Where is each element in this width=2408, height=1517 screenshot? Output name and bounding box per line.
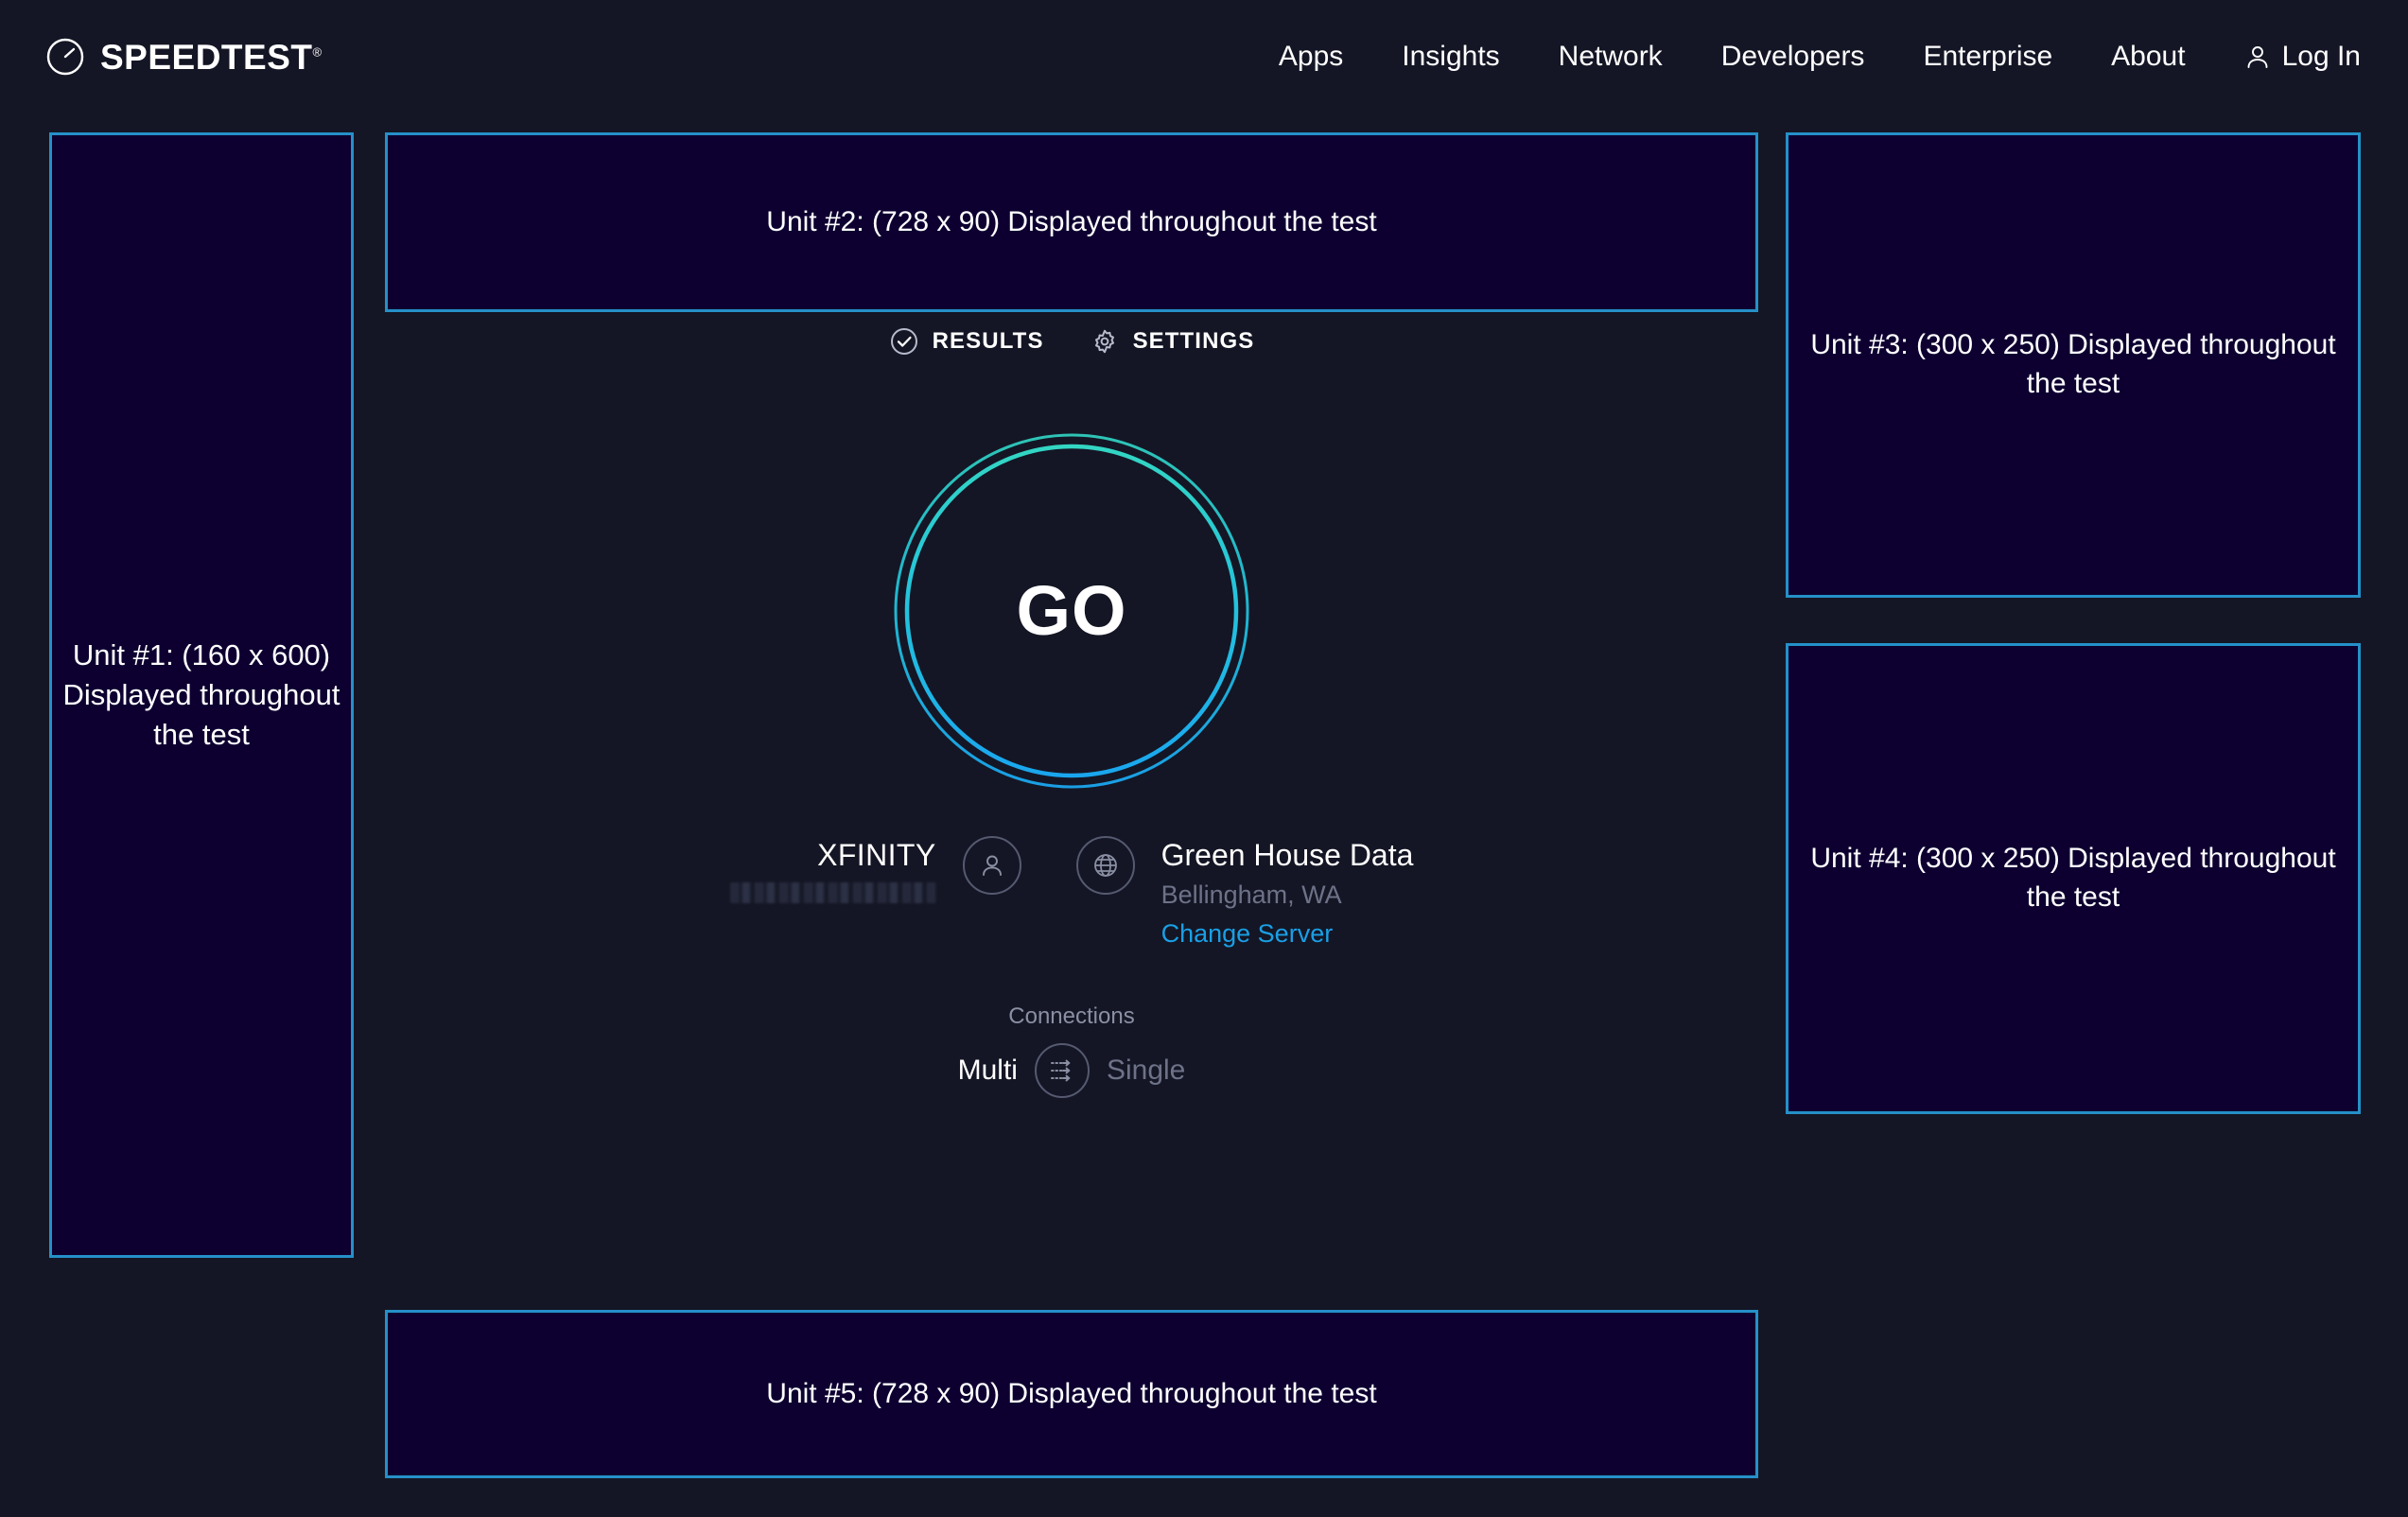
ad-unit-2[interactable]: Unit #2: (728 x 90) Displayed throughout… (385, 132, 1758, 312)
brand-word-text: SPEEDTEST (100, 37, 313, 77)
ip-address-redacted (729, 881, 936, 903)
connection-info: XFINITY (729, 836, 1414, 949)
nav-item-developers[interactable]: Developers (1720, 41, 1865, 72)
settings-button[interactable]: SETTINGS (1090, 326, 1255, 357)
test-panel: RESULTS SETTINGS (385, 326, 1758, 1098)
connections-option-multi[interactable]: Multi (957, 1054, 1018, 1086)
results-button[interactable]: RESULTS (889, 326, 1044, 357)
nav-item-insights[interactable]: Insights (1402, 41, 1500, 72)
site-header: SPEEDTEST® Apps Insights Network Develop… (0, 0, 2408, 113)
go-button[interactable]: GO (892, 431, 1251, 791)
globe-circle-icon (1075, 836, 1135, 895)
check-circle-icon (889, 326, 919, 357)
brand-logo[interactable]: SPEEDTEST® (45, 37, 322, 77)
go-button-rings (894, 433, 1249, 789)
main-navigation: Apps Insights Network Developers Enterpr… (1249, 40, 2361, 74)
server-location: Bellingham, WA (1160, 880, 1342, 909)
results-label: RESULTS (932, 328, 1044, 354)
server-info[interactable]: Green House Data Bellingham, WA Change S… (1075, 836, 1414, 949)
user-circle-icon (962, 836, 1021, 895)
toolbar: RESULTS SETTINGS (889, 326, 1255, 357)
server-text: Green House Data Bellingham, WA Change S… (1135, 836, 1414, 949)
isp-info[interactable]: XFINITY (729, 836, 1076, 903)
brand-name: SPEEDTEST® (100, 40, 322, 75)
user-icon (2244, 44, 2271, 70)
ad-unit-5[interactable]: Unit #5: (728 x 90) Displayed throughout… (385, 1310, 1758, 1478)
connections-label: Connections (1008, 1003, 1135, 1029)
ad-unit-3[interactable]: Unit #3: (300 x 250) Displayed throughou… (1786, 132, 2361, 598)
login-label: Log In (2281, 41, 2361, 72)
server-name: Green House Data (1160, 838, 1414, 872)
nav-item-apps[interactable]: Apps (1278, 41, 1344, 72)
brand-trademark: ® (312, 44, 323, 60)
go-label: GO (1016, 571, 1127, 650)
ad-unit-1[interactable]: Unit #1: (160 x 600) Displayed throughou… (49, 132, 354, 1258)
connections-section: Connections Multi (957, 1003, 1186, 1098)
gear-icon (1090, 326, 1120, 357)
speedometer-icon (45, 37, 85, 77)
connections-toggle: Multi (957, 1042, 1186, 1098)
connections-option-single[interactable]: Single (1106, 1054, 1186, 1086)
nav-item-network[interactable]: Network (1558, 41, 1663, 72)
nav-item-enterprise[interactable]: Enterprise (1923, 41, 2053, 72)
ad-unit-4[interactable]: Unit #4: (300 x 250) Displayed throughou… (1786, 643, 2361, 1114)
multi-arrows-icon (1050, 1059, 1071, 1082)
settings-label: SETTINGS (1132, 328, 1255, 354)
login-button[interactable]: Log In (2215, 40, 2361, 74)
connections-toggle-knob[interactable] (1034, 1042, 1090, 1098)
change-server-link[interactable]: Change Server (1160, 918, 1334, 948)
nav-item-about[interactable]: About (2111, 41, 2186, 72)
isp-text: XFINITY (729, 836, 963, 903)
isp-name: XFINITY (817, 838, 936, 872)
